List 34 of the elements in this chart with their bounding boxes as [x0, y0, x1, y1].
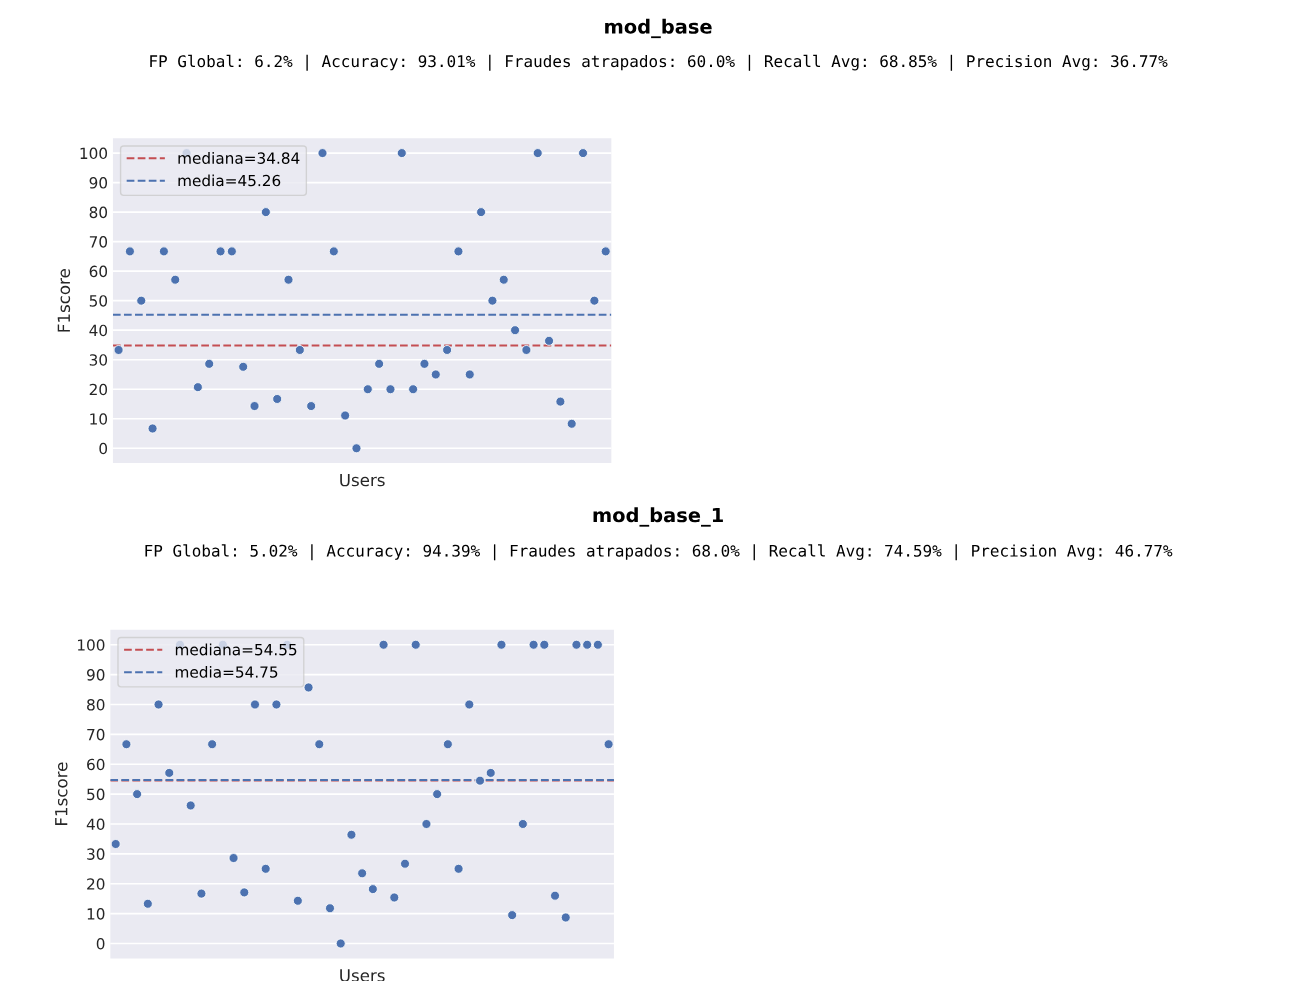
y-tick-label: 80 [89, 206, 108, 219]
text: FP Global: 5.02% | Accuracy: 94.39% | Fraudes atrapados: 68.0% | Recall Avg: 74.59% | Precision Avg: 46.77% [145, 544, 1173, 561]
text: mod_base [605, 18, 712, 39]
y-tick-label: 10 [87, 908, 105, 920]
y-tick-label: 80 [87, 698, 105, 711]
legend-label: mediana=54.55 [175, 643, 297, 656]
x-axis-title: Users [340, 969, 385, 981]
y-tick-label: 100 [77, 639, 105, 651]
x-axis-title: Users [340, 473, 385, 487]
y-tick-label: 40 [89, 324, 108, 337]
y-tick-label: 60 [87, 758, 105, 771]
y-tick-label: 90 [89, 177, 108, 189]
legend-label: media=54.75 [175, 665, 278, 678]
y-tick-label: 20 [89, 383, 108, 396]
text: mod_base_1 [593, 507, 723, 527]
y-tick-label: 50 [87, 788, 105, 801]
y-tick-label: 10 [90, 413, 108, 425]
y-tick-label: 60 [89, 265, 108, 278]
y-tick-label: 20 [87, 878, 105, 890]
legend-label: mediana=34.84 [178, 152, 300, 164]
y-tick-label: 90 [86, 669, 105, 681]
legend-label: media=45.26 [178, 174, 281, 187]
y-tick-label: 0 [96, 937, 105, 950]
y-axis-title: F1score [57, 269, 71, 332]
y-tick-label: 50 [89, 295, 108, 307]
y-tick-label: 0 [99, 442, 108, 455]
y-axis-title: F1score [55, 762, 68, 825]
y-tick-label: 70 [89, 236, 108, 248]
y-tick-label: 30 [87, 848, 105, 860]
y-tick-label: 30 [89, 354, 108, 366]
y-tick-label: 40 [86, 818, 105, 831]
y-tick-label: 70 [87, 728, 105, 741]
y-tick-label: 100 [80, 147, 108, 160]
text: FP Global: 6.2% | Accuracy: 93.01% | Fraudes atrapados: 60.0% | Recall Avg: 68.85% | Precision Avg: 36.77% [150, 54, 1168, 71]
